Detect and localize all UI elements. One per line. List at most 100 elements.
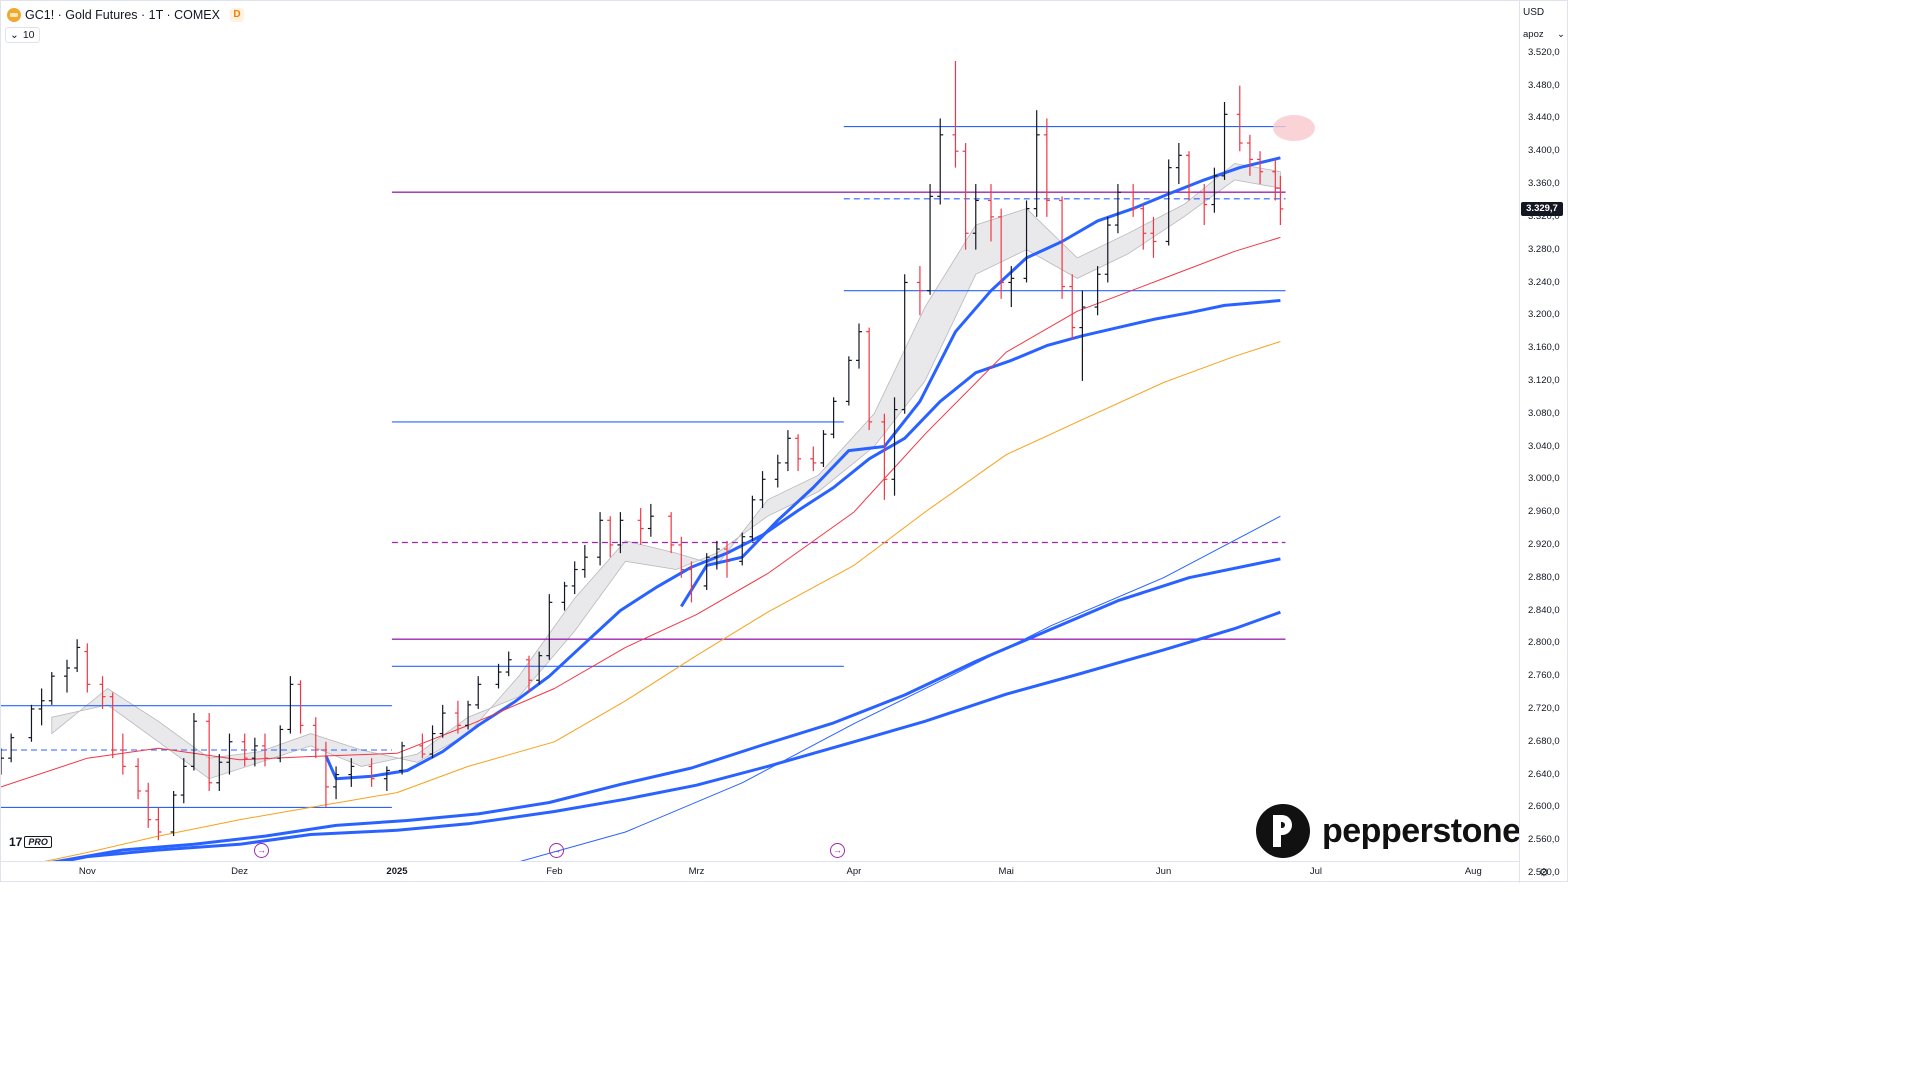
ohlc-bar xyxy=(916,266,923,316)
price-tick-label: 2.920,0 xyxy=(1528,538,1560,550)
ohlc-bar xyxy=(607,516,614,558)
ohlc-bar xyxy=(1094,266,1101,316)
chevron-down-icon: ⌄ xyxy=(1557,29,1565,40)
ohlc-bar xyxy=(952,61,959,168)
pepperstone-logo-icon xyxy=(1256,804,1310,858)
currency-button[interactable]: USD xyxy=(1523,7,1545,18)
chart-frame: GC1! · Gold Futures · 1T · COMEX D ⌄ 10 … xyxy=(0,0,1569,883)
time-tick-label: Dez xyxy=(231,866,249,877)
ohlc-bar xyxy=(287,676,294,734)
price-tick-label: 3.440,0 xyxy=(1528,112,1560,124)
ohlc-bar xyxy=(678,536,685,578)
price-tick-label: 3.000,0 xyxy=(1528,473,1560,485)
ohlc-bar xyxy=(927,184,934,295)
ohlc-bar xyxy=(206,713,213,791)
price-tick-label: 2.760,0 xyxy=(1528,670,1560,682)
price-axis[interactable] xyxy=(1519,1,1569,883)
price-tick-label: 3.240,0 xyxy=(1528,276,1560,288)
ohlc-bar xyxy=(1221,102,1228,180)
ohlc-bar xyxy=(713,540,720,570)
ohlc-bar xyxy=(647,503,654,537)
price-tick-label: 2.720,0 xyxy=(1528,703,1560,714)
ohlc-bar xyxy=(1186,151,1192,201)
price-tick-label: 3.360,0 xyxy=(1528,178,1560,189)
ohlc-bar xyxy=(688,561,695,603)
delayed-data-badge[interactable]: D xyxy=(229,8,244,22)
ohlc-bar xyxy=(881,413,888,500)
ohlc-bar xyxy=(988,184,994,242)
price-tick-label: 2.640,0 xyxy=(1528,768,1560,780)
ohlc-bar xyxy=(348,758,355,787)
horizontal-levels xyxy=(1,126,1286,808)
ohlc-bar xyxy=(74,639,81,673)
ohlc-bar xyxy=(465,700,472,730)
chart-plot-area[interactable] xyxy=(1,1,1519,861)
moving-average-line xyxy=(50,557,1281,861)
ohlc-bar xyxy=(1246,134,1253,176)
ohlc-bar xyxy=(795,434,802,472)
ohlc-bar xyxy=(1023,200,1030,283)
price-tick-label: 2.960,0 xyxy=(1528,506,1560,518)
ohlc-bar xyxy=(784,430,791,472)
ohlc-bar xyxy=(724,540,730,578)
ohlc-bar xyxy=(216,754,223,791)
moving-averages xyxy=(1,156,1281,861)
time-axis[interactable] xyxy=(1,861,1519,883)
symbol-header[interactable]: GC1! · Gold Futures · 1T · COMEX D xyxy=(7,6,244,24)
moving-average-line xyxy=(324,299,1281,781)
ohlc-bar xyxy=(1033,110,1040,217)
price-tick-label: 3.160,0 xyxy=(1528,342,1560,354)
ohlc-bar xyxy=(226,733,233,775)
ohlc-bar xyxy=(749,495,756,541)
settings-gear-icon[interactable]: ⚙ xyxy=(1539,867,1549,879)
ohlc-bar xyxy=(99,676,106,709)
ohlc-bar xyxy=(866,327,873,431)
price-tick-label: 2.680,0 xyxy=(1528,735,1560,747)
time-tick-label: Jul xyxy=(1309,866,1322,877)
ohlc-bar xyxy=(1008,266,1015,308)
price-tick-label: 2.600,0 xyxy=(1528,801,1560,813)
ohlc-bar xyxy=(277,725,284,763)
ohlc-bar xyxy=(190,713,197,771)
ohlc-bar xyxy=(180,758,187,804)
cloud-layer xyxy=(51,163,1281,780)
event-marker-icon[interactable]: → xyxy=(549,843,564,858)
tv-mark: 17 xyxy=(9,835,23,849)
price-tick-label: 3.520,0 xyxy=(1528,46,1560,58)
event-marker-icon[interactable]: → xyxy=(254,843,269,858)
price-tick-label: 2.880,0 xyxy=(1528,571,1560,583)
symbol-title: GC1! · Gold Futures · 1T · COMEX xyxy=(25,8,220,22)
ohlc-bar xyxy=(419,733,426,759)
price-tick-label: 3.200,0 xyxy=(1528,309,1560,321)
ohlc-bar xyxy=(170,790,177,837)
time-tick-label: Mai xyxy=(998,866,1014,877)
ohlc-bar xyxy=(998,208,1005,299)
ohlc-bar xyxy=(333,766,340,800)
ohlc-bar xyxy=(1130,184,1137,217)
time-tick-label: Aug xyxy=(1464,866,1482,877)
ohlc-bar xyxy=(856,323,862,369)
ohlc-bar xyxy=(1257,151,1264,185)
indicators-toggle-button[interactable]: ⌄ 10 xyxy=(5,27,40,43)
time-tick-label: Apr xyxy=(846,866,862,877)
ohlc-bar xyxy=(774,454,781,488)
scale-mode-button[interactable]: apoz ⌄ xyxy=(1523,29,1565,40)
ohlc-bar xyxy=(48,672,55,705)
time-tick-label: Jun xyxy=(1155,866,1172,877)
ohlc-bar xyxy=(155,807,162,841)
ohlc-bar xyxy=(399,741,406,775)
ohlc-bar xyxy=(119,733,126,775)
ohlc-bar xyxy=(1165,159,1172,246)
price-tick-label: 3.280,0 xyxy=(1528,243,1560,255)
ohlc-bar xyxy=(1079,290,1086,381)
ohlc-bar xyxy=(439,704,446,738)
price-tick-label: 3.400,0 xyxy=(1528,145,1560,157)
ohlc-bar xyxy=(429,725,436,759)
ohlc-bar xyxy=(241,733,248,767)
ohlc-bar xyxy=(251,737,258,767)
ohlc-bar xyxy=(135,758,142,800)
price-tick-label: 2.840,0 xyxy=(1528,604,1560,616)
event-marker-icon[interactable]: → xyxy=(830,843,845,858)
moving-average-line xyxy=(44,341,1281,861)
price-tick-label: 3.040,0 xyxy=(1528,440,1560,452)
